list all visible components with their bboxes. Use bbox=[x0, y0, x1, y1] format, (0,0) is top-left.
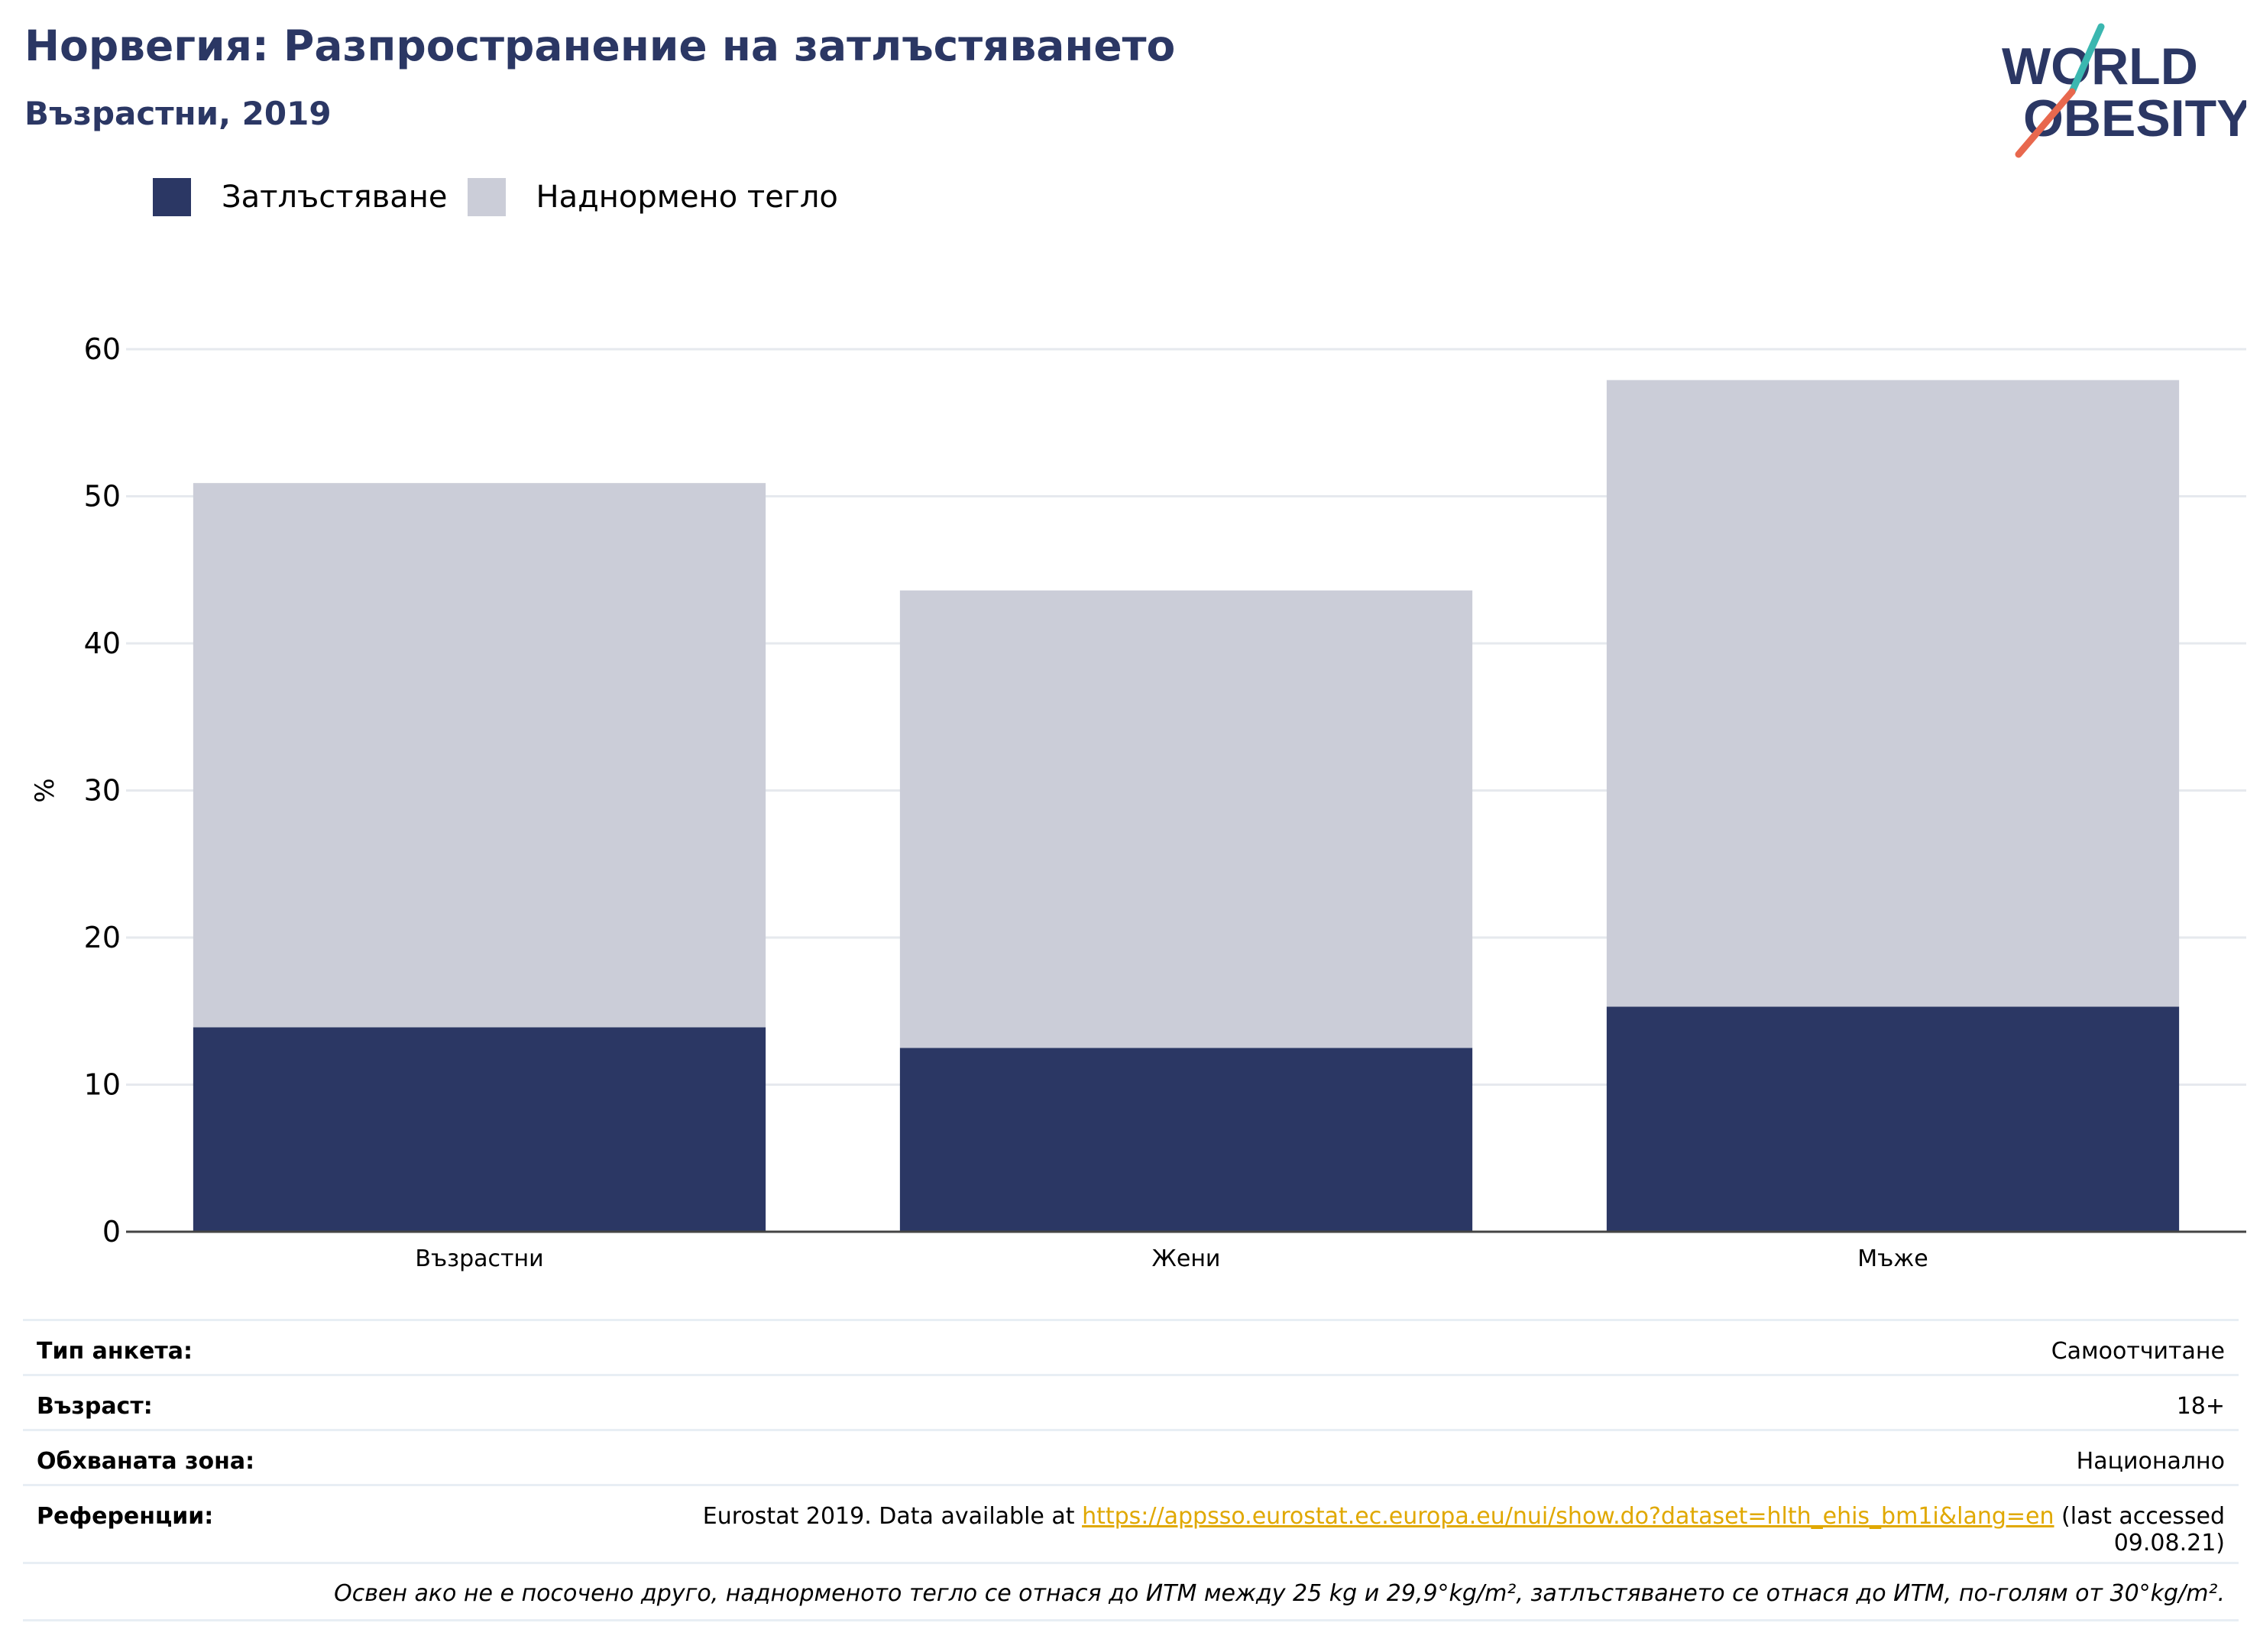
info-row-references: Референции: Eurostat 2019. Data availabl… bbox=[23, 1486, 2239, 1564]
y-tick-label: 0 bbox=[102, 1215, 121, 1249]
chart-title: Норвегия: Разпространение на затлъстяван… bbox=[24, 21, 1176, 70]
legend-label-obesity: Затлъстяване bbox=[222, 180, 448, 215]
info-row-area: Обхваната зона: Национално bbox=[23, 1431, 2239, 1486]
stacked-bar-chart: 0 10 20 30 40 50 60% Възрастни Жени Мъже bbox=[30, 332, 2246, 1272]
references-suffix: (last accessed bbox=[2054, 1503, 2225, 1530]
y-tick-label: 40 bbox=[84, 627, 121, 660]
world-obesity-logo: WORLD OBESITY bbox=[2002, 23, 2246, 158]
chart-legend: Затлъстяване Наднормено тегло bbox=[153, 177, 858, 217]
y-tick-label: 50 bbox=[84, 480, 121, 513]
bar-obesity bbox=[1606, 1006, 2180, 1232]
info-value: Национално bbox=[2076, 1448, 2225, 1475]
y-tick-label: 20 bbox=[84, 921, 121, 954]
x-tick-label: Мъже bbox=[1857, 1245, 1928, 1272]
footnote: Освен ако не е посочено друго, наднормен… bbox=[23, 1566, 2239, 1621]
logo-word-obesity: OBESITY bbox=[2023, 89, 2246, 147]
logo-word-world: WORLD bbox=[2002, 37, 2198, 96]
references-value: Eurostat 2019. Data available at https:/… bbox=[703, 1503, 2225, 1556]
bar-overweight bbox=[1606, 380, 2180, 1007]
legend-item-overweight: Наднормено тегло bbox=[467, 178, 838, 216]
info-label: Тип анкета: bbox=[37, 1338, 193, 1365]
bar-overweight bbox=[193, 483, 766, 1028]
info-row-age: Възраст: 18+ bbox=[23, 1376, 2239, 1431]
info-label: Възраст: bbox=[37, 1393, 153, 1420]
info-table: Тип анкета: Самоотчитане Възраст: 18+ Об… bbox=[23, 1319, 2239, 1564]
bar-overweight bbox=[899, 590, 1473, 1048]
y-tick-label: 60 bbox=[84, 332, 121, 366]
info-value: Самоотчитане bbox=[2051, 1338, 2225, 1365]
y-tick-label: 30 bbox=[84, 774, 121, 808]
references-link[interactable]: https://appsso.eurostat.ec.europa.eu/nui… bbox=[1082, 1503, 2054, 1530]
legend-swatch-obesity bbox=[153, 178, 191, 216]
references-prefix: Eurostat 2019. Data available at bbox=[702, 1503, 1083, 1530]
bar-obesity bbox=[193, 1027, 766, 1232]
x-tick-label: Възрастни bbox=[415, 1245, 543, 1272]
info-row-survey-type: Тип анкета: Самоотчитане bbox=[23, 1321, 2239, 1376]
legend-label-overweight: Наднормено тегло bbox=[536, 180, 838, 215]
references-date: 09.08.21) bbox=[2113, 1530, 2225, 1556]
info-label: Обхваната зона: bbox=[37, 1448, 255, 1475]
x-tick-label: Жени bbox=[1152, 1245, 1221, 1272]
chart-subtitle: Възрастни, 2019 bbox=[24, 95, 332, 132]
legend-swatch-overweight bbox=[467, 178, 506, 216]
bar-obesity bbox=[899, 1048, 1473, 1232]
info-label: Референции: bbox=[37, 1503, 214, 1530]
y-tick-label: 10 bbox=[84, 1068, 121, 1102]
info-value: 18+ bbox=[2176, 1393, 2225, 1420]
legend-item-obesity: Затлъстяване bbox=[153, 178, 448, 216]
y-axis-label: % bbox=[30, 778, 60, 802]
